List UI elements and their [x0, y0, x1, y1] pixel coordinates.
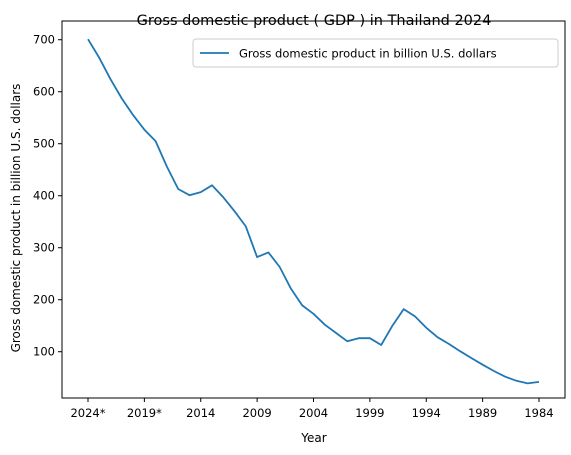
x-tick-label: 1999 — [355, 406, 384, 420]
x-tick-label: 2024* — [70, 406, 105, 420]
series-line — [87, 38, 540, 385]
x-tick-label: 2014 — [186, 406, 215, 420]
x-tick-label: 1984 — [524, 406, 553, 420]
y-tick-label: 300 — [33, 241, 55, 255]
y-tick-label: 700 — [33, 33, 55, 47]
x-tick-label: 1994 — [412, 406, 441, 420]
legend-label: Gross domestic product in billion U.S. d… — [239, 47, 497, 61]
x-tick-label: 2019* — [127, 406, 162, 420]
x-tick-label: 2009 — [242, 406, 271, 420]
y-tick-label: 500 — [33, 137, 55, 151]
y-axis: 100 200 300 400 500 600 700 — [33, 33, 62, 359]
y-tick-label: 600 — [33, 85, 55, 99]
plot-area: 100 200 300 400 500 600 700 2024* 2019* 2014 2009… — [33, 20, 566, 420]
y-tick-label: 100 — [33, 345, 55, 359]
legend: Gross domestic product in billion U.S. d… — [192, 38, 559, 68]
x-tick-label: 1989 — [468, 406, 497, 420]
x-axis-label: Year — [300, 431, 326, 445]
plot-frame — [61, 20, 566, 399]
x-tick-label: 2004 — [299, 406, 328, 420]
y-tick-label: 400 — [33, 189, 55, 203]
series-lines — [87, 38, 540, 385]
y-axis-label: Gross domestic product in billion U.S. d… — [9, 84, 23, 353]
legend-box — [192, 38, 559, 68]
x-axis: 2024* 2019* 2014 2009 2004 1999 1994 1989 1984 — [70, 398, 554, 420]
y-tick-label: 200 — [33, 293, 55, 307]
